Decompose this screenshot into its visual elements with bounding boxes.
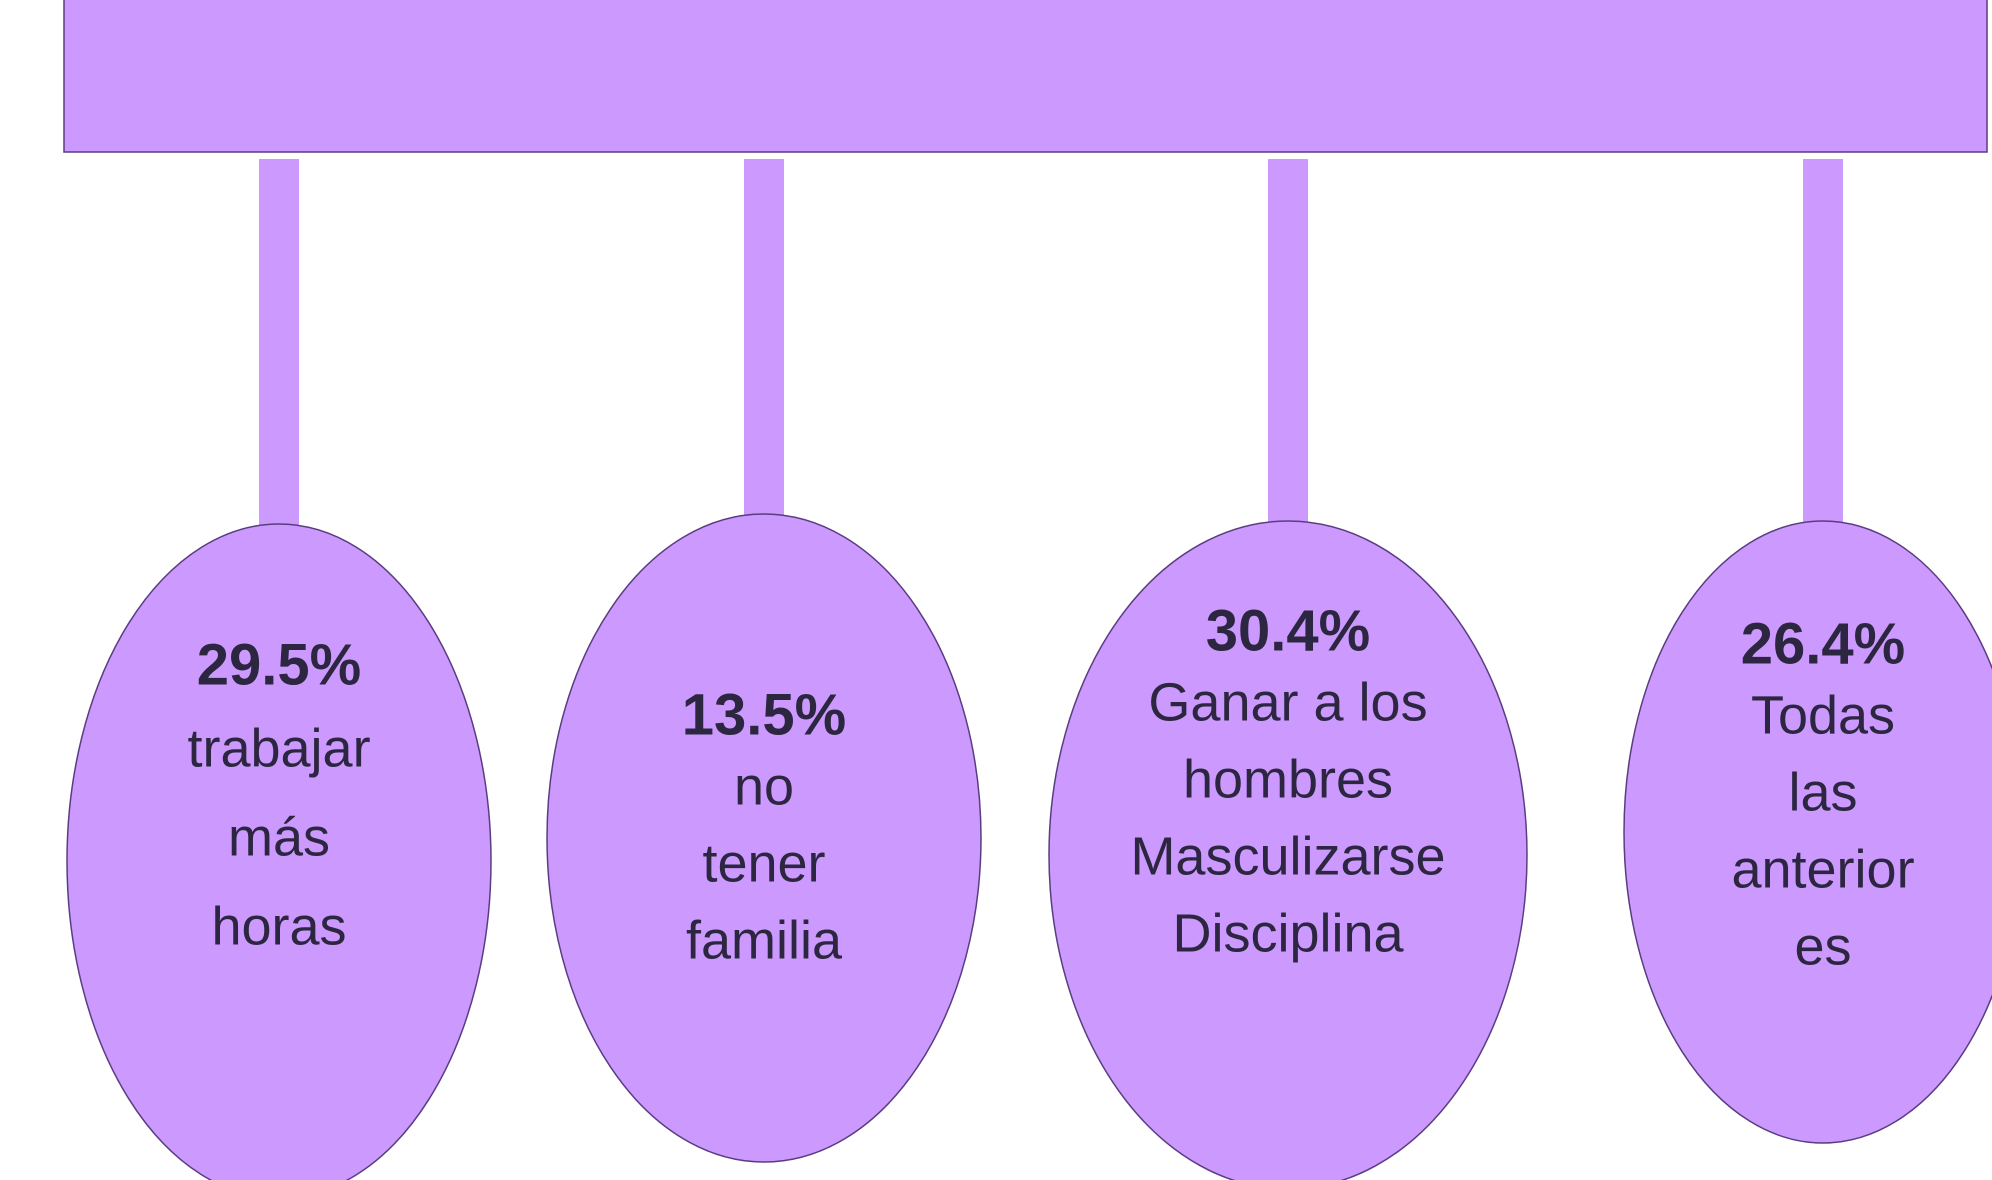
node-ellipse xyxy=(66,523,492,1180)
node-label-line: hombres xyxy=(1183,749,1393,809)
node-label-line: Todas xyxy=(1751,685,1895,745)
node-label-line: tener xyxy=(702,833,825,893)
node-label-line: anterior xyxy=(1731,839,1914,899)
node-label-line: horas xyxy=(211,896,346,956)
top-bar xyxy=(63,0,1988,153)
node-ellipse xyxy=(1623,520,1992,1144)
node-percent: 29.5% xyxy=(197,632,361,697)
node-label-line: familia xyxy=(686,910,843,970)
node-ellipse xyxy=(546,513,982,1163)
node-percent: 26.4% xyxy=(1741,611,1905,676)
node-label-line: Masculizarse xyxy=(1130,826,1445,886)
node-label-line: trabajar xyxy=(187,718,370,778)
node-percent: 13.5% xyxy=(682,682,846,747)
node-label-line: las xyxy=(1788,762,1857,822)
stem xyxy=(259,159,299,528)
node-label-line: más xyxy=(228,807,330,867)
nodes: 29.5% trabajar más horas 13.5% no tener familia… xyxy=(66,159,1992,1180)
node-percent: 30.4% xyxy=(1206,598,1370,663)
node-label-line: es xyxy=(1794,916,1851,976)
node-label-line: Disciplina xyxy=(1172,903,1404,963)
node-label-line: no xyxy=(734,756,794,816)
stem xyxy=(1803,159,1843,525)
stem xyxy=(744,159,784,518)
stem xyxy=(1268,159,1308,525)
node-label-line: Ganar a los xyxy=(1148,672,1427,732)
node-ellipse xyxy=(1048,520,1528,1180)
